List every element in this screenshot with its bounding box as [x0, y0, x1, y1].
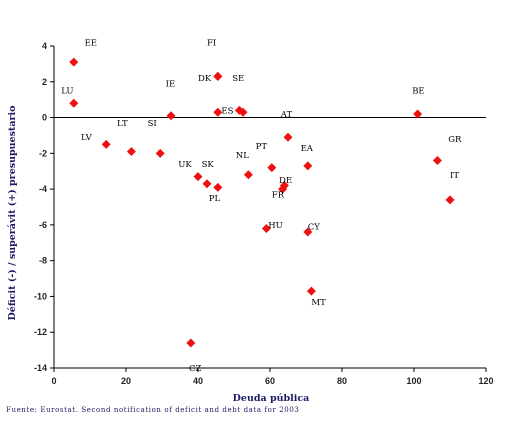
y-axis-title: Déficit (-) / superávit (+) presupuestar…: [7, 106, 18, 321]
point-label: DE: [279, 176, 292, 186]
data-point-marker: [213, 107, 223, 117]
x-tick-label: 100: [406, 376, 421, 386]
data-point-marker: [267, 163, 277, 173]
data-point-marker: [101, 139, 111, 149]
point-label: EA: [301, 144, 314, 154]
point-label: FR: [272, 190, 285, 200]
data-point-marker: [69, 57, 79, 67]
point-label: MT: [311, 298, 326, 308]
y-tick-label: -8: [39, 256, 47, 266]
data-points: [69, 57, 455, 348]
y-tick-label: -14: [34, 363, 47, 373]
y-tick-label: -2: [39, 148, 47, 158]
point-label: BE: [412, 87, 424, 97]
point-labels: EE FI LU IE DK SE ES AT BE LV LT SI UK SK PL NL PT EA DE FR…: [61, 38, 462, 374]
point-label: LU: [61, 87, 73, 97]
data-point-marker: [432, 155, 442, 165]
y-tick-label: 2: [42, 77, 47, 87]
data-point-marker: [69, 98, 79, 108]
point-label: LV: [81, 133, 93, 143]
point-label: LT: [117, 119, 128, 129]
data-point-marker: [283, 132, 293, 142]
data-point-marker: [303, 227, 313, 237]
point-label: CY: [308, 223, 321, 233]
point-label: GR: [448, 135, 462, 145]
point-label: SE: [232, 74, 244, 84]
point-label: PL: [209, 194, 221, 204]
point-label: IT: [450, 171, 459, 181]
y-tick-label: -4: [39, 184, 47, 194]
y-tick-label: 4: [42, 41, 47, 51]
y-tick-labels: 4 2 0 -2 -4 -6 -8 -10 -12 -14: [34, 41, 54, 373]
data-point-marker: [306, 286, 316, 296]
data-point-marker: [202, 179, 212, 189]
point-label: HU: [268, 221, 283, 231]
data-point-marker: [413, 109, 423, 119]
x-tick-labels: 0 20 40 60 80 100 120: [51, 368, 494, 386]
point-label: CZ: [189, 364, 202, 374]
point-label: UK: [178, 160, 192, 170]
data-point-marker: [243, 170, 253, 180]
data-point-marker: [186, 338, 196, 348]
data-point-marker: [261, 223, 271, 233]
point-label: DK: [198, 74, 212, 84]
x-axis-title: Deuda pública: [233, 393, 310, 404]
x-tick-label: 20: [121, 376, 131, 386]
y-tick-label: -12: [34, 327, 47, 337]
data-point-marker: [238, 107, 248, 117]
data-point-marker: [166, 111, 176, 121]
point-label: IE: [166, 80, 176, 90]
data-point-marker: [213, 182, 223, 192]
point-label: ES: [221, 106, 233, 116]
data-point-marker: [213, 71, 223, 81]
data-point-marker: [278, 184, 288, 194]
source-note: Fuente: Eurostat. Second notification of…: [6, 406, 300, 414]
x-tick-label: 80: [337, 376, 347, 386]
x-tick-label: 40: [193, 376, 203, 386]
x-tick-label: 60: [265, 376, 275, 386]
data-point-marker: [155, 148, 165, 158]
data-point-marker: [303, 161, 313, 171]
data-point-marker: [445, 195, 455, 205]
data-point-marker: [193, 172, 203, 182]
point-label: NL: [236, 151, 249, 161]
y-tick-label: 0: [42, 113, 47, 123]
point-label: PT: [256, 142, 268, 152]
x-tick-label: 120: [478, 376, 493, 386]
x-tick-label: 0: [51, 376, 56, 386]
data-point-marker: [126, 147, 136, 157]
point-label: AT: [280, 110, 293, 120]
point-label: FI: [207, 38, 216, 48]
y-tick-label: -6: [39, 220, 47, 230]
point-label: SK: [202, 160, 215, 170]
point-label: SI: [148, 119, 157, 129]
y-tick-label: -10: [34, 291, 47, 301]
point-label: EE: [85, 38, 97, 48]
